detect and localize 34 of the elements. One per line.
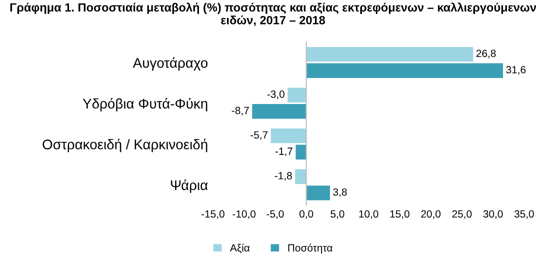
y-tick-label: Οστρακοειδή / Καρκινοειδή xyxy=(42,138,208,152)
bar xyxy=(296,144,306,160)
data-label: -5,7 xyxy=(250,131,268,140)
data-label: -1,8 xyxy=(274,172,292,181)
x-tick-label: 0,0 xyxy=(299,210,314,219)
x-tick-label: 25,0 xyxy=(452,210,472,219)
x-tick-label: -10,0 xyxy=(232,210,256,219)
data-label: -1,7 xyxy=(275,148,292,156)
data-label: 26,8 xyxy=(476,50,496,58)
x-tick-label: 30,0 xyxy=(483,210,503,219)
y-tick-label: Αυγοτάραχο xyxy=(132,57,208,71)
x-tick-label: -15,0 xyxy=(202,210,224,219)
data-label: 31,6 xyxy=(506,66,526,75)
bar xyxy=(252,104,306,119)
y-tick-label: Υδρόβια Φυτά-Φύκη xyxy=(82,98,208,112)
bar xyxy=(270,128,306,144)
data-label: -3,0 xyxy=(267,90,284,100)
data-label: 3,8 xyxy=(333,188,347,197)
bar xyxy=(306,186,330,200)
x-tick-label: 10,0 xyxy=(359,210,378,219)
x-tick-label: 35,0 xyxy=(514,210,534,219)
bar xyxy=(295,169,306,184)
x-tick-label: -5,0 xyxy=(266,210,284,219)
bar xyxy=(288,88,306,102)
legend-label: Αξία xyxy=(230,244,250,254)
chart-title: Γράφημα 1. Ποσοστιαία μεταβολή (%) ποσότητας και αξίας εκτρεφόμενων – καλλιεργούμενων ειδών, 2017 – 2018 xyxy=(10,2,536,26)
x-tick-label: 5,0 xyxy=(330,210,344,219)
y-tick-label: Ψάρια xyxy=(170,180,208,193)
x-tick-label: 20,0 xyxy=(421,210,441,219)
bar xyxy=(306,46,474,62)
x-tick-label: 15,0 xyxy=(390,210,410,219)
bar xyxy=(306,63,503,78)
data-label: -8,7 xyxy=(232,106,249,116)
legend-label: Ποσότητα xyxy=(288,244,332,254)
